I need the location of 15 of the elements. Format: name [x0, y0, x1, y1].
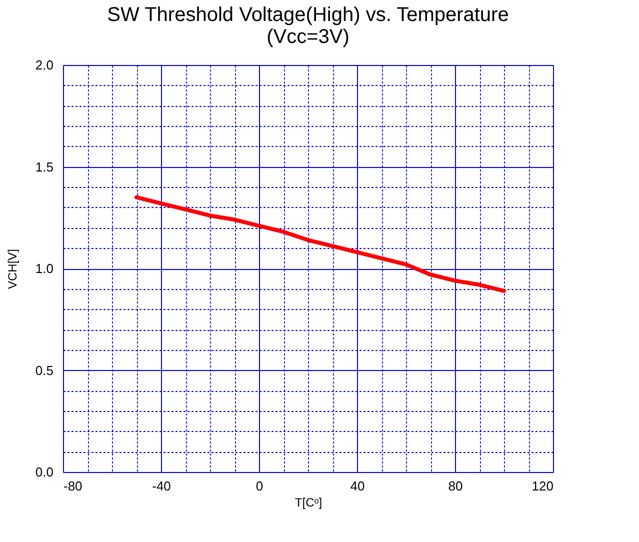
x-tick-label: 40 [350, 478, 365, 494]
y-axis-title: VCH[V] [5, 248, 20, 290]
y-tick-label: 0.0 [35, 464, 54, 480]
y-tick-label: 0.5 [35, 362, 54, 378]
y-tick-label: 2.0 [35, 58, 54, 72]
x-tick-label: 80 [448, 478, 463, 494]
y-tick-label: 1.0 [35, 261, 54, 276]
y-tick-label: 1.5 [35, 159, 54, 174]
x-tick-label: 0 [256, 478, 264, 494]
x-tick-label: -40 [152, 478, 171, 494]
line-series [134, 195, 506, 293]
x-axis-title: T[Cᵒ] [294, 496, 322, 510]
x-tick-label: 120 [532, 478, 554, 494]
chart-title: SW Threshold Voltage(High) vs. Temperature (Vcc=3V) [107, 4, 509, 48]
x-tick-label: -80 [64, 478, 82, 494]
